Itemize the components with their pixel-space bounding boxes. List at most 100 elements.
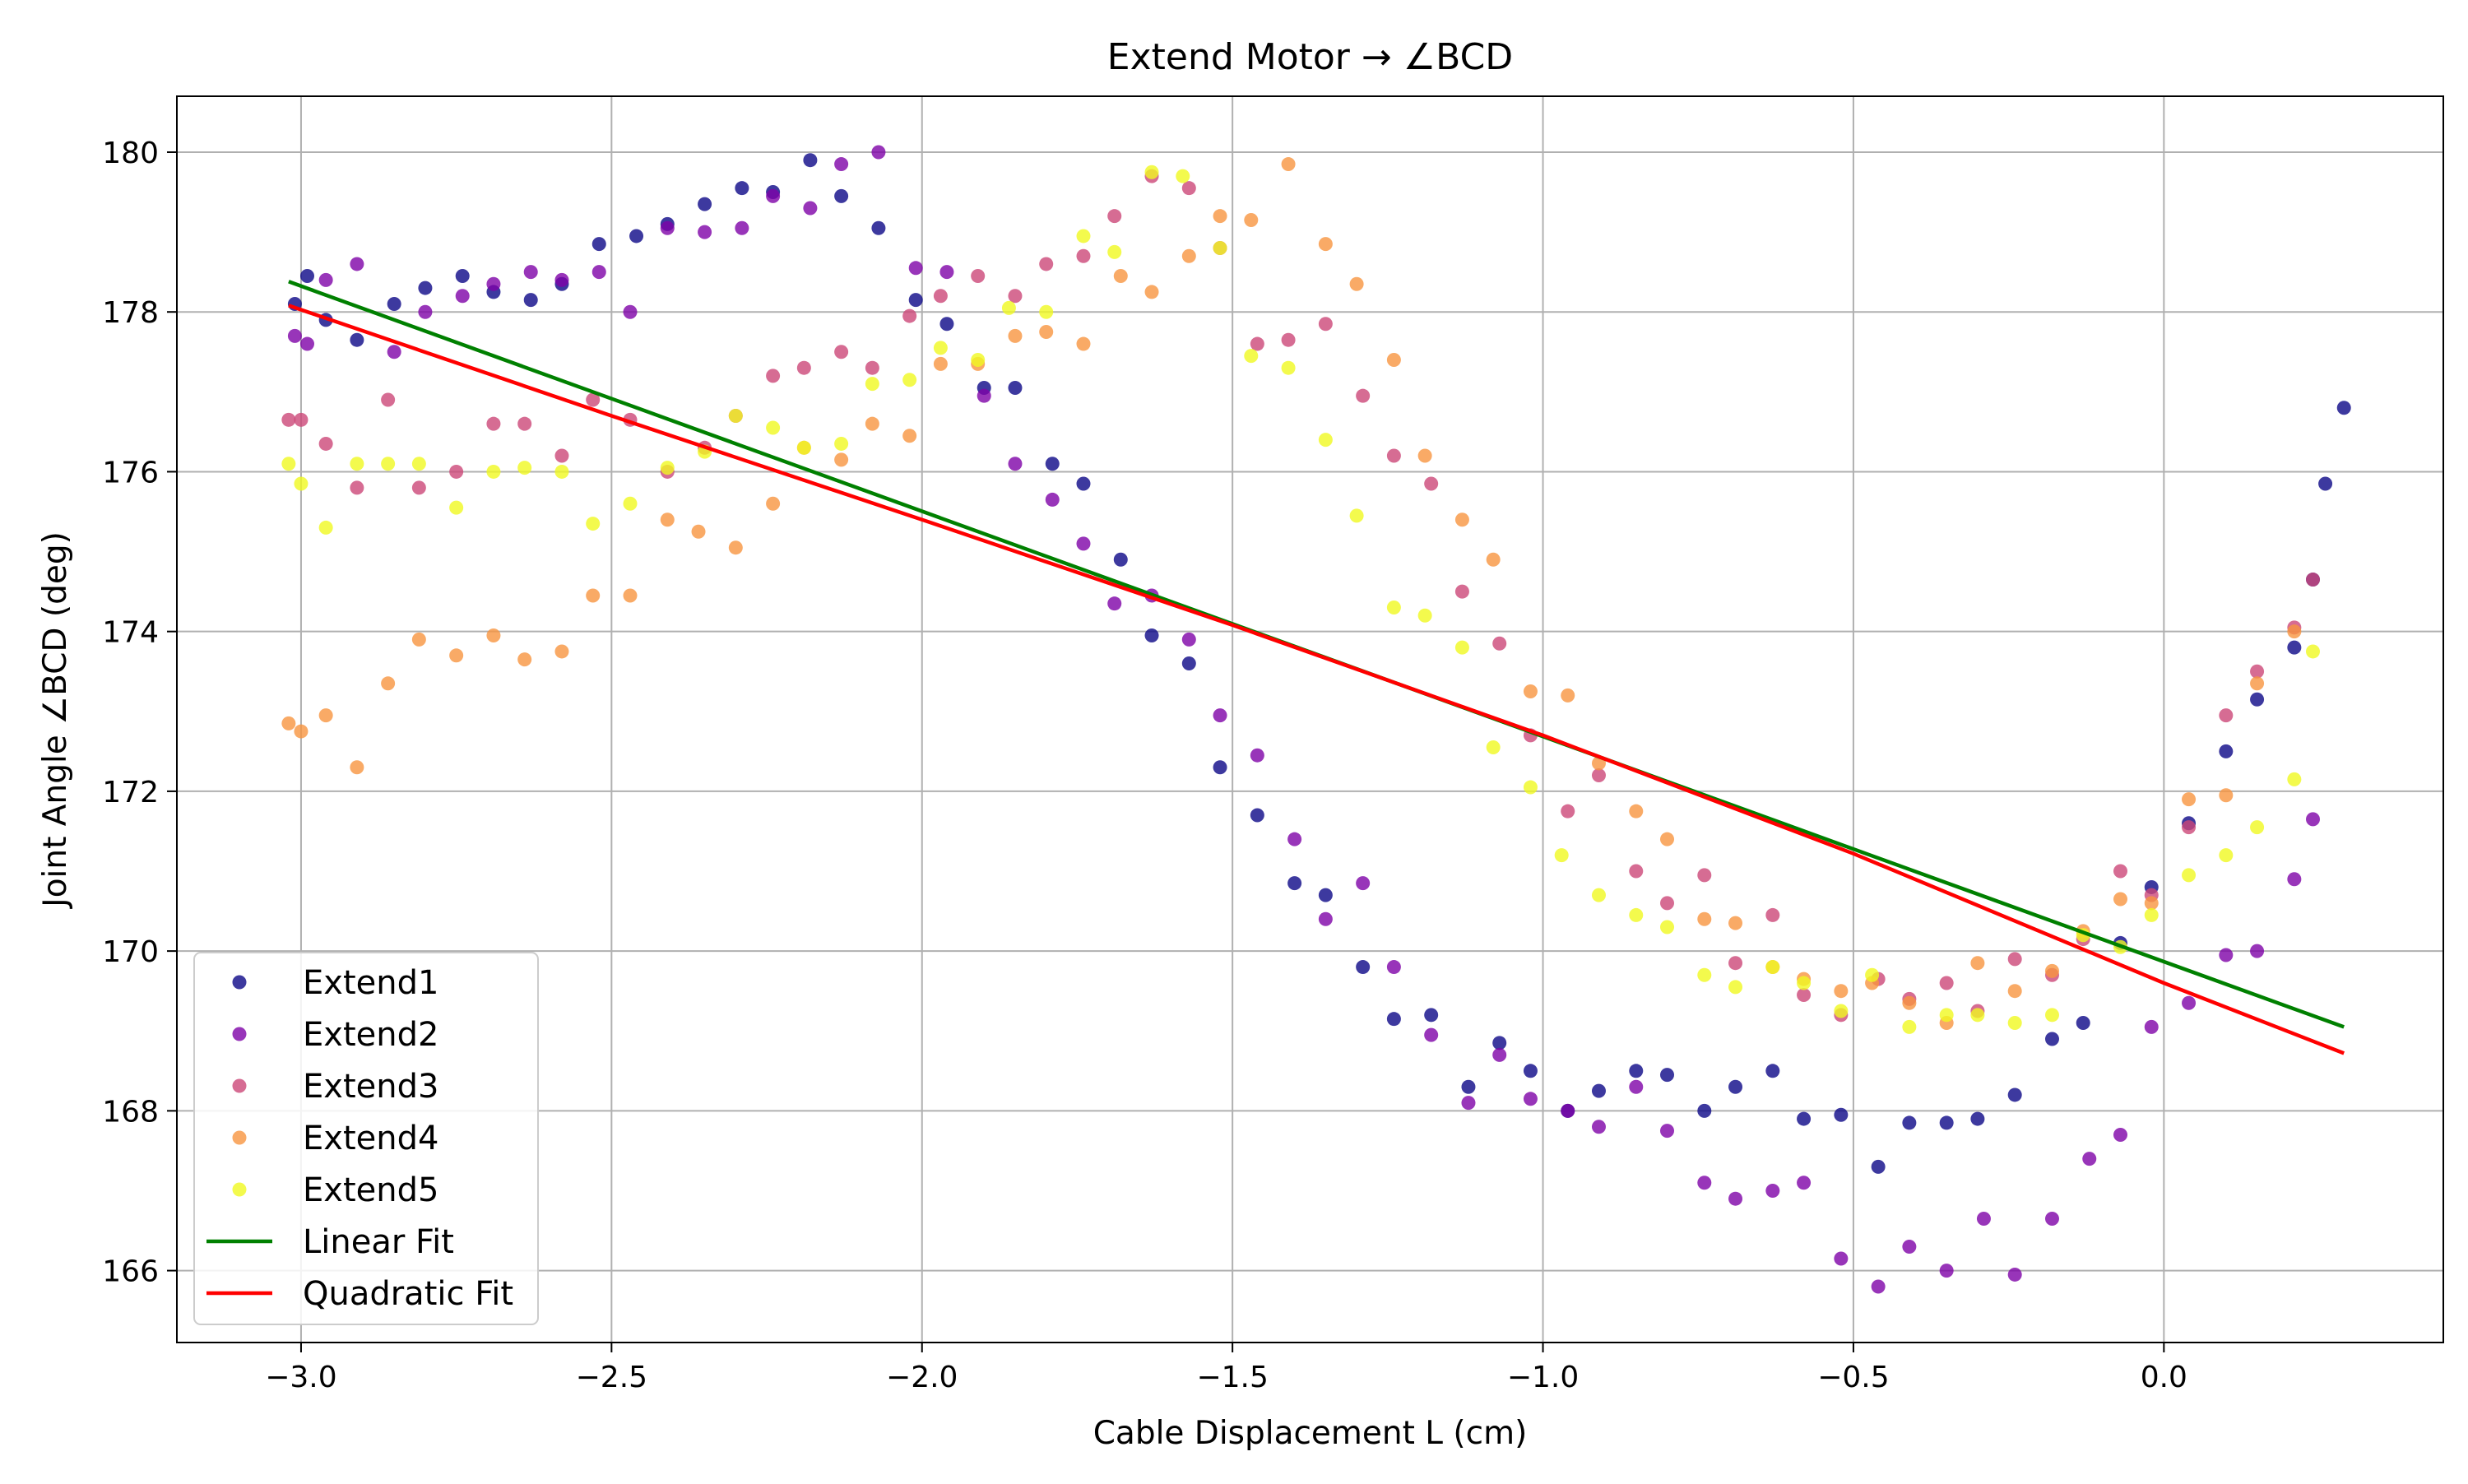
data-point bbox=[1629, 907, 1644, 922]
data-point bbox=[1728, 916, 1743, 930]
data-point bbox=[902, 373, 917, 387]
data-point bbox=[350, 257, 364, 271]
data-point bbox=[455, 269, 470, 284]
data-point bbox=[2082, 1152, 2097, 1166]
data-point bbox=[287, 328, 302, 343]
data-point bbox=[1318, 888, 1333, 902]
data-point bbox=[1281, 332, 1296, 347]
data-point bbox=[1349, 276, 1364, 291]
data-point bbox=[1008, 457, 1023, 471]
data-point bbox=[523, 265, 538, 280]
data-point bbox=[2007, 952, 2022, 967]
data-point bbox=[1728, 956, 1743, 971]
data-point bbox=[1486, 552, 1501, 567]
data-point bbox=[294, 412, 308, 427]
data-point bbox=[766, 369, 781, 383]
legend-marker bbox=[232, 1027, 247, 1041]
data-point bbox=[1697, 1103, 1712, 1118]
data-point bbox=[1107, 209, 1122, 224]
data-point bbox=[1113, 269, 1128, 284]
data-point bbox=[2250, 664, 2265, 679]
data-point bbox=[1865, 967, 1880, 982]
data-point bbox=[1797, 1111, 1812, 1126]
data-point bbox=[2007, 1087, 2022, 1102]
x-tick-label: −1.5 bbox=[1196, 1361, 1268, 1394]
data-point bbox=[1113, 552, 1128, 567]
data-point bbox=[728, 540, 743, 555]
data-point bbox=[2044, 1032, 2059, 1046]
data-point bbox=[2113, 892, 2128, 907]
data-point bbox=[766, 188, 781, 203]
data-point bbox=[2305, 573, 2320, 587]
data-point bbox=[1939, 1115, 1954, 1130]
data-point bbox=[300, 336, 315, 351]
data-point bbox=[834, 436, 849, 451]
data-point bbox=[281, 412, 296, 427]
data-point bbox=[517, 652, 532, 667]
data-point bbox=[350, 760, 364, 775]
data-point bbox=[2113, 1128, 2128, 1142]
data-point bbox=[318, 520, 333, 535]
legend: Extend1 Extend2 Extend3 Extend4 Extend5 Linea… bbox=[193, 952, 539, 1325]
data-point bbox=[1970, 956, 1985, 971]
data-point bbox=[1386, 601, 1401, 615]
data-point bbox=[834, 345, 849, 359]
y-tick-label: 166 bbox=[102, 1255, 159, 1289]
data-point bbox=[1728, 1191, 1743, 1206]
data-point bbox=[1039, 304, 1054, 319]
data-point bbox=[418, 281, 433, 295]
data-point bbox=[1356, 876, 1371, 891]
series-extend1 bbox=[287, 153, 2351, 1174]
data-point bbox=[2318, 476, 2333, 491]
legend-label: Quadratic Fit bbox=[303, 1275, 513, 1313]
data-point bbox=[449, 648, 464, 663]
data-point bbox=[1902, 1019, 1917, 1034]
data-point bbox=[1386, 1012, 1401, 1027]
data-point bbox=[294, 724, 308, 739]
legend-label: Extend1 bbox=[303, 964, 438, 1002]
y-tick-label: 176 bbox=[102, 456, 159, 489]
fit-line-quadratic-fit bbox=[288, 304, 2345, 1055]
data-point bbox=[803, 201, 818, 216]
plot-frame bbox=[176, 95, 2444, 1343]
data-point bbox=[1318, 237, 1333, 252]
data-point bbox=[2287, 624, 2302, 639]
data-point bbox=[1591, 768, 1606, 782]
data-point bbox=[1454, 512, 1469, 527]
data-point bbox=[1213, 209, 1227, 224]
data-point bbox=[660, 461, 675, 475]
data-point bbox=[554, 644, 569, 659]
data-point bbox=[1213, 760, 1227, 775]
data-point bbox=[1834, 1107, 1849, 1122]
data-point bbox=[1107, 596, 1122, 611]
data-point bbox=[350, 457, 364, 471]
data-point bbox=[2182, 995, 2197, 1010]
data-point bbox=[1424, 476, 1439, 491]
data-point bbox=[486, 276, 501, 291]
data-point bbox=[1797, 988, 1812, 1003]
data-point bbox=[1076, 336, 1091, 351]
axis-ticks: −3.0 −2.5 −2.0 −1.5 −1.0 −0.5 0.0 166 168 170 172 1… bbox=[102, 137, 2187, 1394]
data-point bbox=[554, 448, 569, 463]
data-point bbox=[554, 272, 569, 287]
legend-marker bbox=[232, 1078, 247, 1093]
data-point bbox=[2144, 1019, 2159, 1034]
data-point bbox=[698, 225, 712, 239]
data-point bbox=[1834, 1251, 1849, 1266]
data-point bbox=[2250, 820, 2265, 835]
data-point bbox=[623, 588, 638, 603]
data-point bbox=[1001, 300, 1016, 315]
data-point bbox=[1461, 1079, 1476, 1094]
series-extend2 bbox=[287, 145, 2320, 1294]
data-point bbox=[1454, 640, 1469, 655]
data-point bbox=[2219, 744, 2234, 758]
legend-marker bbox=[232, 975, 247, 990]
data-point bbox=[2305, 644, 2320, 659]
data-point bbox=[1424, 1027, 1439, 1042]
data-point bbox=[623, 496, 638, 511]
data-point bbox=[318, 436, 333, 451]
data-point bbox=[1660, 896, 1675, 911]
data-point bbox=[2044, 963, 2059, 978]
data-point bbox=[1728, 1079, 1743, 1094]
y-tick-label: 174 bbox=[102, 616, 159, 650]
